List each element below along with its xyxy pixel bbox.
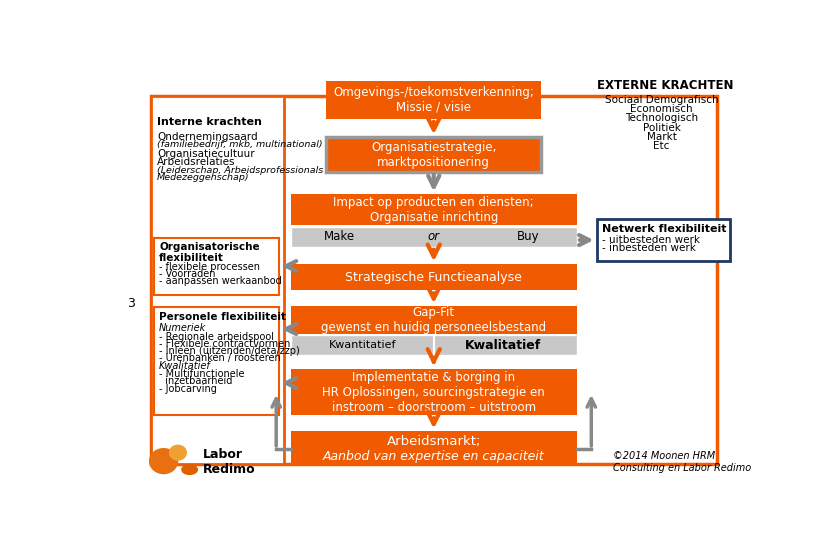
Text: Interne krachten: Interne krachten <box>157 117 262 127</box>
Text: inzetbaarheid: inzetbaarheid <box>159 376 233 387</box>
FancyBboxPatch shape <box>327 137 541 172</box>
FancyBboxPatch shape <box>150 96 717 464</box>
Text: Netwerk flexibiliteit: Netwerk flexibiliteit <box>601 223 727 234</box>
Text: Strategische Functieanalyse: Strategische Functieanalyse <box>345 271 522 284</box>
Text: - uitbesteden werk: - uitbesteden werk <box>601 235 700 245</box>
Text: Arbeidsmarkt;: Arbeidsmarkt; <box>386 436 481 448</box>
Text: Kwantitatief: Kwantitatief <box>328 340 396 350</box>
Text: Labor
Redimo: Labor Redimo <box>202 448 255 476</box>
Text: - Urenbanken / roosteren: - Urenbanken / roosteren <box>159 353 281 363</box>
Text: ©2014 Moonen HRM
Consulting en Labor Redimo: ©2014 Moonen HRM Consulting en Labor Red… <box>613 451 751 473</box>
Text: Sociaal Demografisch: Sociaal Demografisch <box>605 95 718 105</box>
FancyBboxPatch shape <box>154 238 279 295</box>
Text: Implementatie & borging in
HR Oplossingen, sourcingstrategie en
instroom – doors: Implementatie & borging in HR Oplossinge… <box>323 371 545 414</box>
Text: Etc: Etc <box>654 141 669 151</box>
Text: 3: 3 <box>127 296 135 310</box>
FancyBboxPatch shape <box>291 194 577 225</box>
Text: Ondernemingsaard: Ondernemingsaard <box>157 131 258 142</box>
Text: (Leiderschap, Arbeidsprofessionals: (Leiderschap, Arbeidsprofessionals <box>157 166 323 174</box>
FancyBboxPatch shape <box>291 336 577 355</box>
Text: Kwalitatief: Kwalitatief <box>159 361 211 371</box>
Text: Economisch: Economisch <box>630 104 693 114</box>
Text: - aanpassen werkaanbod: - aanpassen werkaanbod <box>159 277 281 287</box>
Text: or: or <box>428 230 440 243</box>
Text: - flexibele processen: - flexibele processen <box>159 262 260 272</box>
FancyBboxPatch shape <box>327 81 541 119</box>
Text: Markt: Markt <box>647 132 676 142</box>
Text: Medezeggenschap): Medezeggenschap) <box>157 173 249 182</box>
Text: - Flexibele contractvormen: - Flexibele contractvormen <box>159 339 291 349</box>
Text: Kwalitatief: Kwalitatief <box>465 339 541 351</box>
Text: Buy: Buy <box>517 230 539 243</box>
Text: Technologisch: Technologisch <box>625 113 698 123</box>
Text: - Voorraden: - Voorraden <box>159 270 216 279</box>
Ellipse shape <box>149 448 178 474</box>
Text: - Regionale arbeidspool: - Regionale arbeidspool <box>159 332 274 342</box>
Text: - Jobcarving: - Jobcarving <box>159 384 217 394</box>
Text: Aanbod van expertise en capaciteit: Aanbod van expertise en capaciteit <box>323 450 544 463</box>
Text: Arbeidsrelaties: Arbeidsrelaties <box>157 157 235 167</box>
Text: Organisatiecultuur: Organisatiecultuur <box>157 148 255 158</box>
Text: EXTERNE KRACHTEN: EXTERNE KRACHTEN <box>596 79 733 92</box>
Text: Impact op producten en diensten;
Organisatie inrichting: Impact op producten en diensten; Organis… <box>333 196 534 223</box>
Text: - Multifunctionele: - Multifunctionele <box>159 369 244 379</box>
FancyBboxPatch shape <box>291 432 577 466</box>
Text: - inbesteden werk: - inbesteden werk <box>601 243 696 253</box>
FancyBboxPatch shape <box>150 96 284 464</box>
Text: Gap-Fit
gewenst en huidig personeelsbestand: Gap-Fit gewenst en huidig personeelsbest… <box>321 306 546 334</box>
FancyBboxPatch shape <box>291 306 577 334</box>
FancyBboxPatch shape <box>291 369 577 415</box>
FancyBboxPatch shape <box>291 264 577 290</box>
Ellipse shape <box>169 444 187 461</box>
Text: Organisatorische
flexibiliteit: Organisatorische flexibiliteit <box>159 242 260 263</box>
Text: Personele flexibiliteit: Personele flexibiliteit <box>159 312 286 322</box>
Text: Make: Make <box>323 230 354 243</box>
Text: - Inleen (uitzenden/deta/zzp): - Inleen (uitzenden/deta/zzp) <box>159 346 300 356</box>
Circle shape <box>181 464 198 475</box>
Text: Organisatiestrategie,
marktpositionering: Organisatiestrategie, marktpositionering <box>371 140 496 168</box>
FancyBboxPatch shape <box>291 227 577 247</box>
Text: Omgevings-/toekomstverkenning;
Missie / visie: Omgevings-/toekomstverkenning; Missie / … <box>333 86 534 114</box>
FancyBboxPatch shape <box>596 219 730 261</box>
FancyBboxPatch shape <box>105 66 756 490</box>
FancyBboxPatch shape <box>154 307 279 415</box>
Text: Numeriek: Numeriek <box>159 323 207 333</box>
Text: Politiek: Politiek <box>643 123 680 133</box>
Text: (familiebedrijf, mkb, multinational): (familiebedrijf, mkb, multinational) <box>157 140 323 149</box>
